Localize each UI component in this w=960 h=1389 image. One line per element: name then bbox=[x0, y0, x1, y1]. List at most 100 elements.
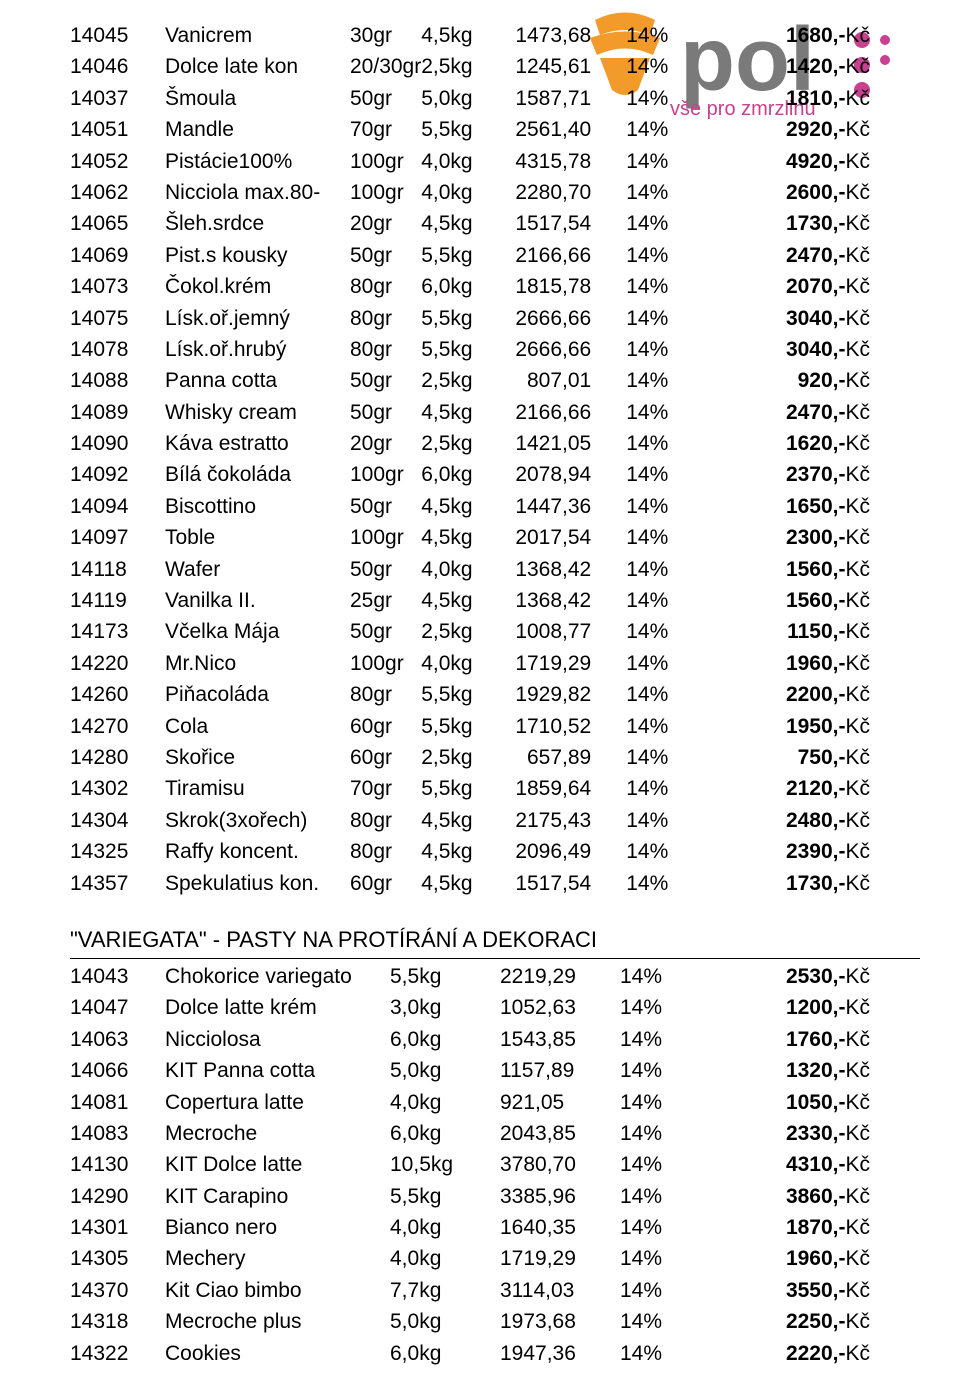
cell-pack: 6,0kg bbox=[421, 271, 496, 302]
cell-price-gross: 2480,-Kč bbox=[701, 805, 920, 836]
cell-dose: 60gr bbox=[350, 868, 421, 899]
cell-name: Káva estratto bbox=[165, 428, 350, 459]
cell-pack: 5,5kg bbox=[421, 240, 496, 271]
cell-pack: 2,5kg bbox=[421, 51, 496, 82]
cell-price-net: 1008,77 bbox=[496, 616, 626, 647]
cell-vat: 14% bbox=[626, 271, 701, 302]
cell-vat: 14% bbox=[620, 1118, 720, 1149]
cell-pack: 4,5kg bbox=[421, 836, 496, 867]
cell-vat: 14% bbox=[626, 428, 701, 459]
cell-pack: 2,5kg bbox=[421, 365, 496, 396]
table-row: 14047Dolce latte krém3,0kg1052,6314%1200… bbox=[70, 992, 920, 1023]
cell-vat: 14% bbox=[620, 1275, 720, 1306]
cell-vat: 14% bbox=[626, 397, 701, 428]
cell-vat: 14% bbox=[626, 114, 701, 145]
table-row: 14090Káva estratto20gr2,5kg1421,0514%162… bbox=[70, 428, 920, 459]
table-row: 14081Copertura latte4,0kg921,0514%1050,-… bbox=[70, 1087, 920, 1118]
cell-code: 14045 bbox=[70, 20, 165, 51]
table-row: 14046Dolce late kon20/30gr2,5kg1245,6114… bbox=[70, 51, 920, 82]
cell-price-net: 1447,36 bbox=[496, 491, 626, 522]
cell-vat: 14% bbox=[620, 1149, 720, 1180]
cell-name: Piňacoláda bbox=[165, 679, 350, 710]
cell-price-gross: 2200,-Kč bbox=[701, 679, 920, 710]
cell-code: 14062 bbox=[70, 177, 165, 208]
cell-name: Nicciola max.80- bbox=[165, 177, 350, 208]
cell-price-net: 2043,85 bbox=[500, 1118, 620, 1149]
cell-price-net: 1929,82 bbox=[496, 679, 626, 710]
cell-price-gross: 2530,-Kč bbox=[720, 961, 920, 992]
cell-pack: 5,5kg bbox=[421, 773, 496, 804]
cell-pack: 5,5kg bbox=[421, 334, 496, 365]
cell-name: KIT Carapino bbox=[165, 1181, 390, 1212]
cell-name: Chokorice variegato bbox=[165, 961, 390, 992]
cell-price-gross: 1200,-Kč bbox=[720, 992, 920, 1023]
table-row: 14173Včelka Mája50gr2,5kg1008,7714%1150,… bbox=[70, 616, 920, 647]
cell-name: Mechery bbox=[165, 1243, 390, 1274]
cell-price-net: 1368,42 bbox=[496, 585, 626, 616]
table-row: 14051Mandle70gr5,5kg2561,4014%2920,-Kč bbox=[70, 114, 920, 145]
cell-vat: 14% bbox=[620, 1055, 720, 1086]
table-row: 14130KIT Dolce latte10,5kg3780,7014%4310… bbox=[70, 1149, 920, 1180]
cell-price-net: 1368,42 bbox=[496, 554, 626, 585]
cell-vat: 14% bbox=[626, 711, 701, 742]
cell-code: 14220 bbox=[70, 648, 165, 679]
table-row: 14305Mechery4,0kg1719,2914%1960,-Kč bbox=[70, 1243, 920, 1274]
cell-name: Copertura latte bbox=[165, 1087, 390, 1118]
cell-pack: 4,5kg bbox=[421, 397, 496, 428]
cell-code: 14046 bbox=[70, 51, 165, 82]
cell-pack: 5,5kg bbox=[421, 303, 496, 334]
cell-dose: 70gr bbox=[350, 114, 421, 145]
cell-code: 14322 bbox=[70, 1338, 165, 1369]
cell-pack: 5,0kg bbox=[390, 1306, 500, 1337]
cell-name: Vanilka II. bbox=[165, 585, 350, 616]
table-row: 14220Mr.Nico100gr4,0kg1719,2914%1960,-Kč bbox=[70, 648, 920, 679]
cell-price-gross: 2920,-Kč bbox=[701, 114, 920, 145]
cell-pack: 4,5kg bbox=[421, 868, 496, 899]
cell-price-net: 657,89 bbox=[496, 742, 626, 773]
cell-dose: 80gr bbox=[350, 805, 421, 836]
cell-pack: 6,0kg bbox=[421, 459, 496, 490]
cell-price-net: 2166,66 bbox=[496, 240, 626, 271]
cell-price-net: 921,05 bbox=[500, 1087, 620, 1118]
cell-name: Toble bbox=[165, 522, 350, 553]
cell-code: 14260 bbox=[70, 679, 165, 710]
cell-code: 14173 bbox=[70, 616, 165, 647]
cell-vat: 14% bbox=[626, 334, 701, 365]
cell-name: Dolce latte krém bbox=[165, 992, 390, 1023]
cell-vat: 14% bbox=[620, 1243, 720, 1274]
cell-price-gross: 3550,-Kč bbox=[720, 1275, 920, 1306]
cell-price-gross: 1420,-Kč bbox=[701, 51, 920, 82]
cell-price-gross: 1650,-Kč bbox=[701, 491, 920, 522]
cell-dose: 50gr bbox=[350, 83, 421, 114]
cell-code: 14052 bbox=[70, 146, 165, 177]
cell-vat: 14% bbox=[620, 961, 720, 992]
cell-pack: 5,5kg bbox=[390, 961, 500, 992]
cell-price-gross: 2600,-Kč bbox=[701, 177, 920, 208]
cell-code: 14081 bbox=[70, 1087, 165, 1118]
cell-name: Lísk.oř.jemný bbox=[165, 303, 350, 334]
table-row: 14063Nicciolosa6,0kg1543,8514%1760,-Kč bbox=[70, 1024, 920, 1055]
cell-code: 14063 bbox=[70, 1024, 165, 1055]
cell-vat: 14% bbox=[626, 836, 701, 867]
cell-pack: 4,0kg bbox=[390, 1212, 500, 1243]
cell-code: 14270 bbox=[70, 711, 165, 742]
cell-pack: 4,5kg bbox=[421, 491, 496, 522]
cell-price-net: 2666,66 bbox=[496, 334, 626, 365]
cell-vat: 14% bbox=[620, 1181, 720, 1212]
cell-vat: 14% bbox=[626, 805, 701, 836]
cell-name: Mecroche plus bbox=[165, 1306, 390, 1337]
cell-price-net: 2666,66 bbox=[496, 303, 626, 334]
cell-price-net: 1052,63 bbox=[500, 992, 620, 1023]
cell-vat: 14% bbox=[626, 20, 701, 51]
cell-code: 14097 bbox=[70, 522, 165, 553]
cell-name: Raffy koncent. bbox=[165, 836, 350, 867]
cell-price-net: 1947,36 bbox=[500, 1338, 620, 1369]
cell-dose: 100gr bbox=[350, 177, 421, 208]
table-row: 14052Pistácie100%100gr4,0kg4315,7814%492… bbox=[70, 146, 920, 177]
cell-price-gross: 2070,-Kč bbox=[701, 271, 920, 302]
cell-pack: 5,0kg bbox=[421, 83, 496, 114]
table-row: 14088Panna cotta50gr2,5kg807,0114%920,-K… bbox=[70, 365, 920, 396]
cell-vat: 14% bbox=[626, 83, 701, 114]
section-divider bbox=[70, 958, 920, 959]
table-row: 14062Nicciola max.80-100gr4,0kg2280,7014… bbox=[70, 177, 920, 208]
